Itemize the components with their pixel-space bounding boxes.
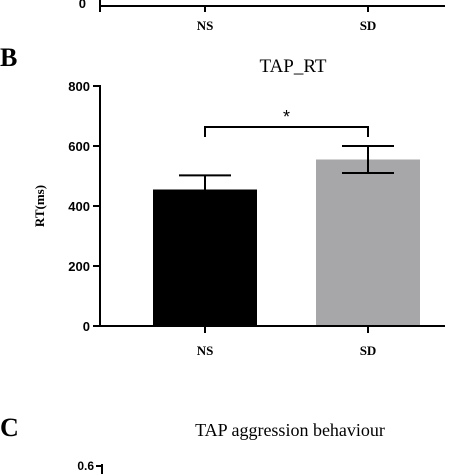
chart-title: TAP_RT bbox=[259, 56, 326, 77]
bar-sd bbox=[316, 159, 420, 326]
y-tick-label: 400 bbox=[68, 199, 90, 214]
significance-line bbox=[204, 126, 369, 137]
top-category-label-ns: NS bbox=[197, 18, 214, 33]
y-tick-label: 600 bbox=[68, 139, 90, 154]
panel-c-title: TAP aggression behaviour bbox=[195, 420, 385, 440]
y-tick-label: 200 bbox=[68, 259, 90, 274]
panel-b: B TAP_RT RT(ms) 0 200 400 600 800 NS SD * bbox=[0, 43, 445, 358]
bar-series bbox=[153, 159, 420, 326]
y-axis-label: RT(ms) bbox=[32, 185, 47, 227]
panel-c: C TAP aggression behaviour 0.6 bbox=[0, 413, 385, 474]
top-category-label-sd: SD bbox=[360, 18, 377, 33]
bar-ns bbox=[153, 189, 257, 326]
panel-letter-b: B bbox=[0, 43, 17, 72]
error-bars bbox=[179, 145, 394, 205]
significance-bracket: * bbox=[204, 107, 369, 137]
top-y-tick-label: 0 bbox=[79, 0, 86, 11]
x-tick-label-sd: SD bbox=[360, 343, 377, 358]
panel-c-y-tick-label: 0.6 bbox=[77, 459, 94, 473]
top-partial-panel: 0 NS SD bbox=[79, 0, 445, 33]
significance-label: * bbox=[283, 107, 290, 127]
x-axis-ticks: NS SD bbox=[197, 326, 377, 358]
y-tick-label: 800 bbox=[68, 79, 90, 94]
y-tick-label: 0 bbox=[83, 319, 90, 334]
panel-letter-c: C bbox=[0, 413, 19, 442]
y-axis-ticks: 0 200 400 600 800 bbox=[68, 79, 100, 334]
x-tick-label-ns: NS bbox=[197, 343, 214, 358]
